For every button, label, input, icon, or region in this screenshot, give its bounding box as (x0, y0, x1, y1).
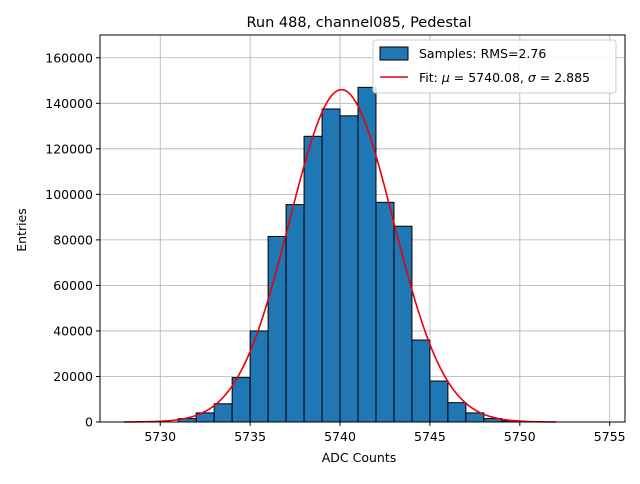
y-tick-label: 160000 (45, 50, 93, 65)
legend-box (372, 39, 617, 94)
y-axis-ticks: 0 20000 40000 60000 80000 100000 120000 140000 1… (45, 50, 100, 430)
x-tick-label: 5740 (324, 429, 356, 444)
histogram-bar (411, 339, 431, 423)
y-tick-label: 60000 (53, 278, 93, 293)
x-tick-label: 5735 (234, 429, 266, 444)
histogram-bar (213, 403, 233, 423)
legend-samples-swatch (379, 46, 409, 61)
histogram-bar (267, 235, 287, 423)
legend-fit-sigma-symbol: σ (528, 70, 537, 85)
histogram-bar (429, 380, 449, 423)
x-tick-label: 5745 (414, 429, 446, 444)
legend-fit-mu-value: = 5740.08, (450, 70, 528, 85)
plot-frame (99, 34, 626, 423)
histogram-bar (339, 115, 359, 423)
x-tick-label: 5755 (594, 429, 626, 444)
histogram-bar (447, 402, 467, 423)
y-tick-label: 100000 (45, 187, 93, 202)
y-tick-label: 0 (85, 415, 93, 430)
y-tick-label: 140000 (45, 96, 93, 111)
histogram-bar (285, 204, 305, 423)
y-tick-label: 40000 (53, 323, 93, 338)
histogram-bar (303, 135, 323, 423)
legend-fit-mu-symbol: μ (441, 70, 450, 85)
x-tick-label: 5730 (144, 429, 176, 444)
legend-samples-label: Samples: RMS=2.76 (419, 46, 546, 61)
x-axis-label: ADC Counts (322, 450, 397, 465)
histogram-bar (465, 412, 485, 423)
histogram-bar (357, 86, 377, 423)
fit-curve (124, 88, 556, 423)
y-tick-label: 20000 (53, 369, 93, 384)
y-tick-label: 120000 (45, 141, 93, 156)
legend-fit-label: Fit: μ = 5740.08, σ = 2.885 (419, 70, 590, 85)
legend-fit-sigma-value: = 2.885 (536, 70, 590, 85)
histogram-bar (321, 108, 341, 423)
legend-fit-prefix: Fit: (419, 70, 442, 85)
y-tick-label: 80000 (53, 232, 93, 247)
histogram-bar (231, 377, 251, 423)
legend: Samples: RMS=2.76 Fit: μ = 5740.08, σ = … (372, 39, 617, 94)
x-tick-label: 5750 (504, 429, 536, 444)
chart-title: Run 488, channel085, Pedestal (246, 15, 471, 31)
y-axis-label: Entries (14, 208, 29, 252)
x-axis-ticks: 5730 5735 5740 5745 5750 5755 (144, 422, 626, 444)
histogram-bar (375, 201, 395, 423)
